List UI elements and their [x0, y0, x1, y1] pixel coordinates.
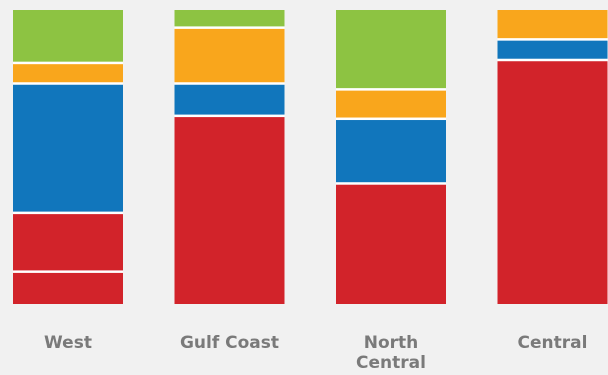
- bar-segment: [497, 39, 608, 60]
- bar-segment: [174, 115, 285, 304]
- segment-separator: [13, 270, 123, 273]
- segment-separator: [174, 26, 285, 29]
- segment-separator: [174, 114, 285, 118]
- bar-segment: [13, 212, 123, 272]
- segment-separator: [13, 82, 123, 85]
- bar-segment: [174, 83, 285, 116]
- segment-separator: [497, 58, 608, 62]
- category-label: Gulf Coast: [180, 333, 279, 353]
- bar-segment: [497, 10, 608, 40]
- bar-segment: [13, 62, 123, 84]
- category-label-line: Central: [518, 333, 588, 353]
- bar-segment: [336, 89, 446, 119]
- bar-segment: [336, 183, 446, 304]
- category-label: North Central: [356, 333, 426, 373]
- segment-separator: [336, 88, 446, 91]
- segment-separator: [13, 61, 123, 65]
- category-label-line: North: [364, 333, 419, 353]
- bar-segment: [174, 27, 285, 84]
- bar-group: [13, 10, 608, 305]
- bar-segment: [13, 271, 123, 304]
- bar-segment: [497, 59, 608, 305]
- segment-separator: [13, 211, 123, 215]
- category-label-line: Central: [356, 353, 426, 373]
- category-label-line: West: [44, 333, 92, 353]
- segment-separator: [174, 82, 285, 85]
- category-label: West: [44, 333, 92, 353]
- bar-segment: [13, 83, 123, 213]
- bar-segment: [336, 118, 446, 184]
- category-label-line: Gulf Coast: [180, 333, 279, 353]
- category-label: Central: [518, 333, 588, 353]
- segment-separator: [336, 117, 446, 121]
- bar-segment: [13, 10, 123, 63]
- bar-segment: [174, 10, 285, 28]
- segment-separator: [497, 38, 608, 41]
- bar-segment: [336, 10, 446, 90]
- segment-separator: [336, 182, 446, 185]
